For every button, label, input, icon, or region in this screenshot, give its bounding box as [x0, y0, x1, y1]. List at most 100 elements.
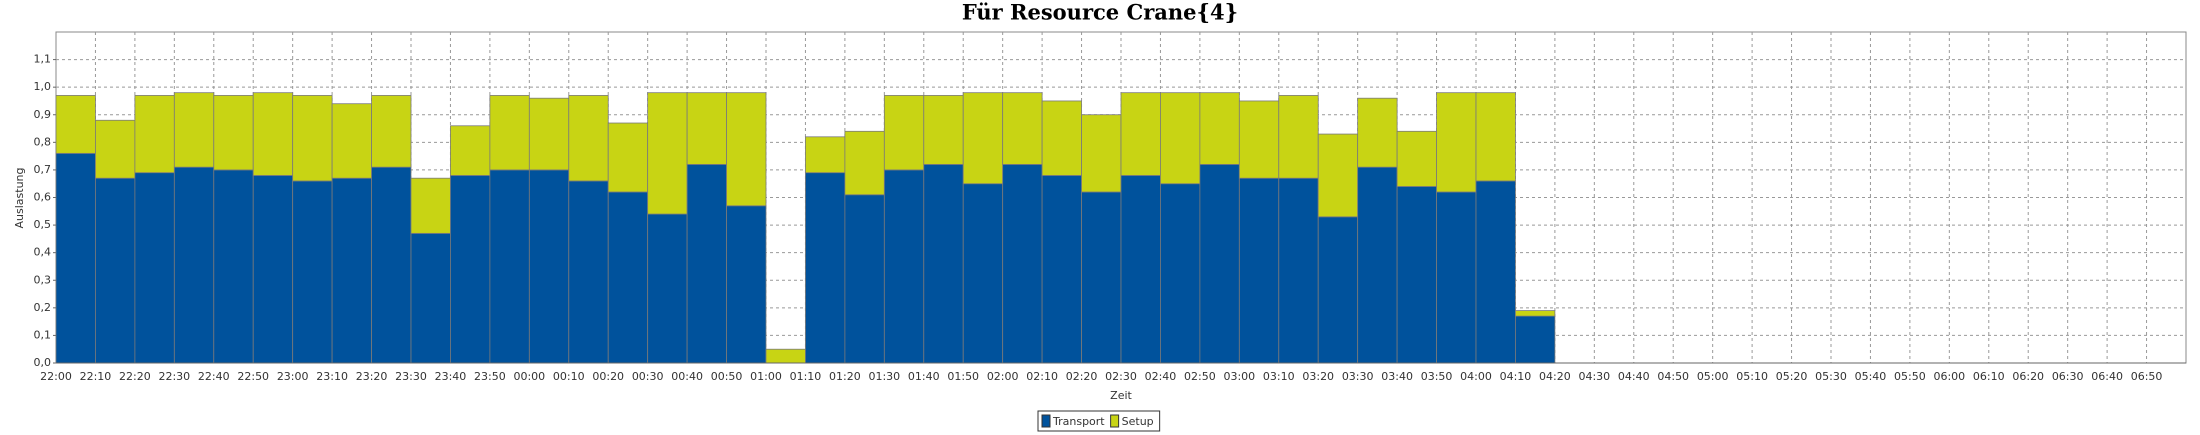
x-tick-label: 03:50 [1421, 370, 1453, 383]
bar-segment [1199, 92, 1240, 165]
x-tick-label: 00:50 [711, 370, 743, 383]
bar-segment [371, 95, 412, 168]
bar-segment [55, 152, 96, 364]
x-tick-label: 22:20 [119, 370, 151, 383]
bar-segment [726, 92, 767, 207]
bar-segment [568, 180, 609, 364]
y-tick-label: 0,6 [34, 191, 52, 204]
bar-segment [489, 95, 530, 171]
bar-segment [410, 232, 451, 364]
x-tick-label: 23:10 [316, 370, 348, 383]
x-tick-label: 02:40 [1145, 370, 1177, 383]
bar-segment [292, 180, 333, 364]
x-tick-label: 23:20 [356, 370, 388, 383]
bar-segment [1081, 114, 1122, 193]
bar-segment [883, 169, 925, 364]
legend: Transport Setup [1037, 410, 1161, 432]
bar-segment [1515, 310, 1556, 317]
bar-segment [568, 95, 609, 182]
bar-segment [173, 166, 215, 364]
bar-segment [1238, 177, 1280, 364]
x-tick-label: 23:30 [395, 370, 427, 383]
bar-segment [686, 163, 727, 364]
x-tick-label: 06:40 [2091, 370, 2123, 383]
x-tick-label: 00:20 [592, 370, 624, 383]
bar-segment [95, 119, 136, 179]
bar-segment [1120, 175, 1161, 364]
y-tick-label: 0,9 [34, 108, 52, 121]
bar-segment [1002, 163, 1043, 364]
x-tick-label: 02:10 [1026, 370, 1058, 383]
bar-segment [647, 92, 688, 215]
x-tick-label: 05:20 [1776, 370, 1808, 383]
y-axis-label: Auslastung [13, 168, 26, 229]
bar-segment [805, 136, 846, 174]
bar-segment [1317, 133, 1359, 218]
bar-segment [213, 95, 254, 171]
x-tick-label: 03:40 [1381, 370, 1413, 383]
bar-segment [1475, 180, 1516, 364]
bar-segment [450, 175, 491, 364]
bar-segment [528, 169, 570, 364]
x-tick-label: 01:50 [947, 370, 979, 383]
x-tick-label: 01:10 [790, 370, 822, 383]
y-tick-label: 1,1 [34, 53, 52, 66]
x-tick-label: 23:40 [435, 370, 467, 383]
x-tick-label: 22:50 [237, 370, 269, 383]
bar-segment [1436, 92, 1477, 193]
x-tick-label: 22:40 [198, 370, 230, 383]
x-tick-label: 05:30 [1815, 370, 1847, 383]
bar-segment [765, 348, 806, 364]
x-tick-label: 23:50 [474, 370, 506, 383]
bar-segment [1475, 92, 1516, 182]
bar-segment [1357, 166, 1398, 364]
bar-segment [213, 169, 254, 364]
legend-swatch [1041, 414, 1051, 428]
bar-segment [1160, 183, 1201, 364]
x-tick-label: 02:00 [987, 370, 1019, 383]
x-tick-label: 22:10 [80, 370, 112, 383]
x-tick-label: 01:20 [829, 370, 861, 383]
x-tick-label: 00:30 [632, 370, 664, 383]
bar-segment [607, 191, 649, 364]
y-tick-label: 0,2 [34, 301, 52, 314]
bar-segment [1160, 92, 1201, 185]
x-tick-label: 05:50 [1894, 370, 1926, 383]
bar-segment [686, 92, 727, 165]
x-tick-label: 06:30 [2052, 370, 2084, 383]
legend-label: Transport [1052, 415, 1105, 428]
bar-segment [450, 125, 491, 176]
x-tick-label: 01:00 [750, 370, 782, 383]
bar-segment [923, 95, 964, 165]
bar-segment [1396, 130, 1437, 187]
bar-segment [1317, 216, 1359, 364]
bar-segment [1002, 92, 1043, 165]
x-tick-label: 05:10 [1736, 370, 1768, 383]
bar-segment [252, 175, 294, 364]
bar-segment [331, 177, 372, 364]
bar-segment [607, 122, 649, 193]
y-tick-label: 0,8 [34, 135, 52, 148]
legend-swatch [1110, 414, 1120, 428]
x-tick-label: 04:50 [1657, 370, 1689, 383]
x-tick-label: 06:10 [1973, 370, 2005, 383]
x-tick-label: 04:20 [1539, 370, 1571, 383]
bar-segment [962, 92, 1004, 185]
bar-segment [134, 172, 175, 364]
x-tick-label: 06:00 [1933, 370, 1965, 383]
x-tick-label: 22:00 [40, 370, 72, 383]
y-tick-label: 0,0 [34, 356, 52, 369]
bar-segment [1041, 100, 1082, 176]
x-tick-label: 03:00 [1223, 370, 1255, 383]
y-tick-label: 0,3 [34, 273, 52, 286]
x-tick-label: 00:40 [671, 370, 703, 383]
x-tick-label: 03:10 [1263, 370, 1295, 383]
y-tick-label: 0,7 [34, 163, 52, 176]
bar-segment [1041, 175, 1082, 364]
x-tick-label: 00:10 [553, 370, 585, 383]
bar-segment [1357, 97, 1398, 168]
y-tick-label: 0,5 [34, 218, 52, 231]
x-tick-label: 06:50 [2131, 370, 2163, 383]
bar-segment [923, 163, 964, 364]
